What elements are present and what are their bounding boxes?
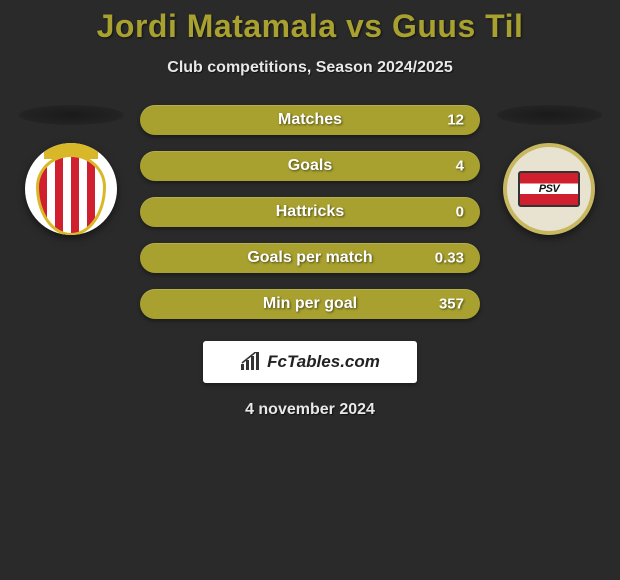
psv-flag-icon: PSV (518, 171, 580, 207)
right-shadow-ellipse (497, 105, 602, 125)
stat-bar-matches: Matches 12 (140, 105, 480, 135)
stat-bar-goals-per-match: Goals per match 0.33 (140, 243, 480, 273)
stat-label: Matches (278, 111, 342, 129)
stat-label: Goals per match (247, 249, 372, 267)
stat-label: Hattricks (276, 203, 344, 221)
stat-value: 357 (439, 296, 464, 313)
left-column (16, 105, 126, 235)
brand-box: FcTables.com (203, 341, 417, 383)
psv-abbrev: PSV (539, 183, 560, 195)
stat-label: Min per goal (263, 295, 357, 313)
right-team-crest: PSV (503, 143, 595, 235)
subtitle: Club competitions, Season 2024/2025 (0, 59, 620, 77)
stat-value: 0 (456, 204, 464, 221)
page-title: Jordi Matamala vs Guus Til (0, 8, 620, 45)
date-text: 4 november 2024 (0, 401, 620, 419)
stat-value: 4 (456, 158, 464, 175)
stats-column: Matches 12 Goals 4 Hattricks 0 Goals per… (140, 105, 480, 319)
stat-label: Goals (288, 157, 332, 175)
left-shadow-ellipse (19, 105, 124, 125)
main-row: Matches 12 Goals 4 Hattricks 0 Goals per… (0, 105, 620, 319)
stat-value: 12 (447, 112, 464, 129)
infographic-container: Jordi Matamala vs Guus Til Club competit… (0, 0, 620, 419)
stat-bar-min-per-goal: Min per goal 357 (140, 289, 480, 319)
brand-text: FcTables.com (267, 352, 380, 372)
right-column: PSV (494, 105, 604, 235)
stat-bar-hattricks: Hattricks 0 (140, 197, 480, 227)
bar-chart-icon (240, 352, 262, 372)
left-team-crest (25, 143, 117, 235)
stat-value: 0.33 (435, 250, 464, 267)
girona-shield-icon (36, 154, 106, 235)
stat-bar-goals: Goals 4 (140, 151, 480, 181)
